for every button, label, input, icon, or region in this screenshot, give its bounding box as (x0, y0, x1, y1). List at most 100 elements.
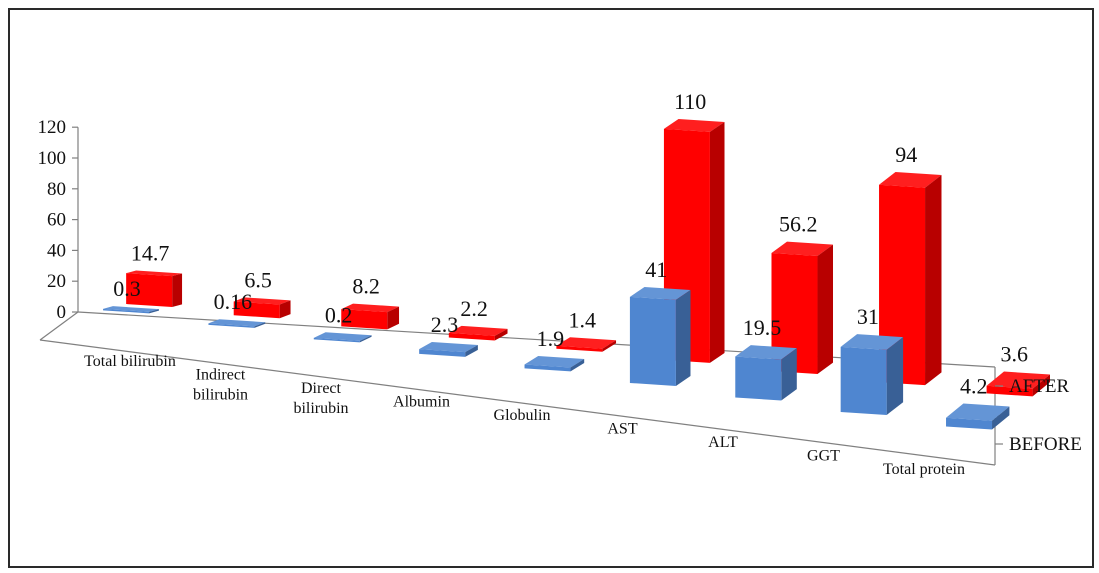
series-label-before: BEFORE (1009, 434, 1082, 455)
bar-side-face (465, 345, 478, 357)
y-tick-label: 0 (57, 302, 67, 323)
category-label: Total bilirubin (84, 353, 176, 370)
data-label-before: 31 (857, 304, 879, 329)
bar-top-face (419, 342, 478, 353)
bar-side-face (602, 340, 617, 352)
series-axis-labels: AFTER BEFORE (995, 376, 1082, 455)
bar-after-8 (986, 371, 1050, 397)
bar-side-face (149, 309, 159, 314)
data-label-before: 0.2 (325, 302, 353, 327)
data-label-before: 19.5 (743, 315, 782, 340)
bar-before-3 (419, 342, 478, 357)
bar-top-face (524, 355, 585, 368)
bar-front-face (233, 301, 280, 319)
data-label-before: 4.2 (960, 373, 988, 398)
bar-side-face (359, 335, 372, 343)
bar-before-0 (103, 306, 159, 314)
data-label-after: 6.5 (244, 267, 272, 292)
bar-front-face (524, 364, 571, 372)
bar-side-face (709, 121, 725, 363)
bar-after-4 (556, 337, 617, 352)
bar-top-face (448, 325, 508, 336)
data-label-after: 2.2 (460, 296, 488, 321)
bar-top-face (663, 118, 725, 132)
category-label: Indirect bilirubin (193, 367, 248, 404)
bar-after-1 (233, 297, 291, 319)
bar-side-face (570, 358, 585, 372)
bar-side-face (494, 328, 508, 341)
category-labels: Total bilirubin Indirect bilirubin Direct bi… (84, 353, 965, 478)
bar-top-face (879, 171, 942, 188)
bar-after-0 (126, 270, 183, 308)
bar-before-4 (524, 355, 585, 372)
bar-front-face (341, 309, 388, 330)
category-label: Direct bilirubin (293, 380, 348, 417)
bar-after-5 (663, 118, 725, 363)
bar-front-face (419, 349, 466, 357)
category-label: AST (607, 421, 637, 438)
bar-side-face (925, 174, 942, 386)
bar-front-face (946, 417, 993, 430)
series-label-after: AFTER (1009, 376, 1070, 397)
bar-front-face (840, 346, 887, 415)
data-label-after: 8.2 (352, 274, 380, 299)
category-label: Globulin (494, 407, 551, 424)
bar-front-face (735, 356, 782, 401)
category-label: GGT (807, 448, 840, 465)
bar-before-7 (840, 334, 904, 415)
data-label-after: 14.7 (131, 240, 170, 265)
bar-top-face (126, 270, 183, 277)
bar-side-face (817, 244, 834, 375)
data-label-before: 0.3 (113, 276, 141, 301)
data-label-after: 94 (895, 142, 917, 167)
bar-before-5 (629, 286, 691, 386)
data-label-after: 110 (674, 89, 706, 114)
bar-side-face (675, 289, 691, 386)
bar-side-face (254, 322, 266, 328)
bar-top-face (735, 345, 797, 360)
bar-top-face (103, 306, 159, 312)
bar-top-face (986, 371, 1050, 389)
bar-before-8 (946, 403, 1010, 430)
data-label-after: 56.2 (779, 212, 818, 237)
bar-chart-3d: 0 20 40 60 80 100 120 14.7 6.5 8.2 2.2 1.4 110 56.2 94… (38, 89, 1082, 478)
bar-front-face (448, 332, 495, 341)
floor-left-edge (39, 311, 79, 341)
bar-front-face (313, 337, 360, 343)
data-label-before: 1.9 (537, 326, 565, 351)
bar-top-face (840, 334, 904, 350)
category-label: Albumin (393, 394, 450, 411)
bar-after-2 (341, 303, 400, 330)
bar-before-1 (208, 319, 266, 328)
chart-frame: 0 20 40 60 80 100 120 14.7 6.5 8.2 2.2 1.4 110 56.2 94… (8, 8, 1094, 568)
bar-top-face (556, 337, 617, 349)
bar-front-face (986, 385, 1033, 397)
bar-top-face (946, 403, 1010, 421)
category-label: ALT (708, 434, 738, 451)
bar-front-face (208, 323, 255, 328)
bar-top-face (629, 286, 691, 300)
y-tick-label: 60 (47, 210, 66, 231)
y-tick-label: 40 (47, 240, 66, 261)
bar-top-face (233, 297, 291, 305)
bar-front-face (629, 296, 676, 386)
y-tick-label: 120 (38, 117, 67, 138)
data-labels: 14.7 6.5 8.2 2.2 1.4 110 56.2 94 3.6 0.3 0.16 0.2 2.… (113, 89, 1028, 399)
bar-side-face (992, 406, 1010, 430)
y-tick-label: 20 (47, 271, 66, 292)
category-label: Total protein (883, 461, 965, 478)
bar-front-face (126, 273, 173, 308)
bar-before-2 (313, 332, 372, 343)
y-tick-label: 80 (47, 179, 66, 200)
bar-top-face (341, 303, 400, 313)
bar-after-3 (448, 325, 508, 341)
bar-front-face (103, 308, 150, 314)
bar-side-face (886, 337, 904, 415)
bar-front-face (556, 345, 603, 352)
bars (103, 118, 1050, 430)
bar-side-face (781, 348, 797, 401)
bar-side-face (172, 273, 183, 308)
bar-side-face (279, 300, 291, 319)
bar-side-face (387, 306, 400, 330)
data-label-before: 2.3 (431, 312, 459, 337)
